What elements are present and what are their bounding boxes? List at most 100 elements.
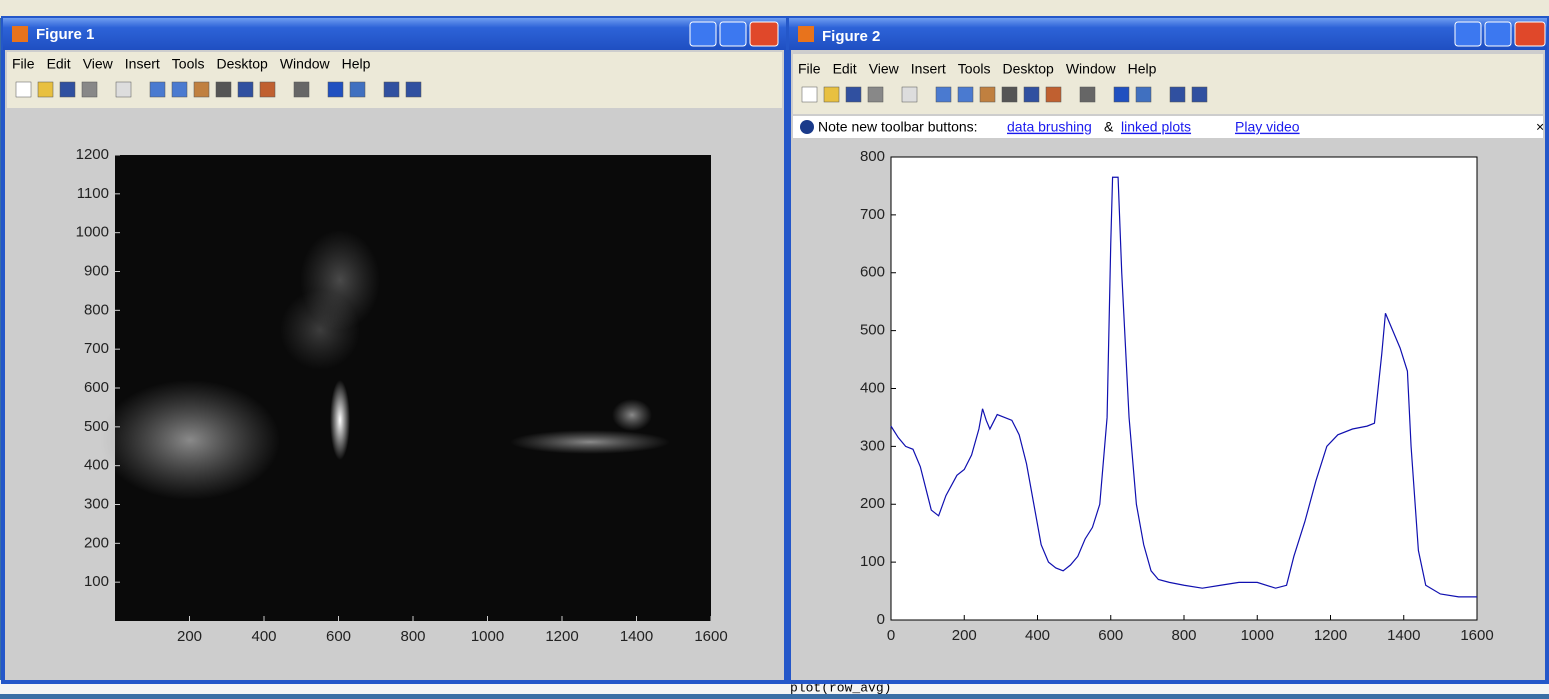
- toolbar-button[interactable]: [823, 86, 840, 103]
- toolbar-button[interactable]: [149, 81, 166, 98]
- menu-item[interactable]: View: [869, 61, 900, 77]
- toolbar-button[interactable]: [327, 81, 344, 98]
- y-tick-label: 0: [877, 611, 885, 628]
- toolbar-button[interactable]: [237, 81, 254, 98]
- toolbar-button[interactable]: [1113, 86, 1130, 103]
- y-tick-label: 100: [84, 573, 109, 590]
- link[interactable]: linked plots: [1121, 119, 1191, 135]
- toolbar-button[interactable]: [171, 81, 188, 98]
- menu-item[interactable]: View: [83, 56, 114, 72]
- menu-item[interactable]: Window: [280, 56, 331, 72]
- x-tick-label: 0: [887, 627, 895, 644]
- minimize-button[interactable]: [1454, 21, 1482, 47]
- app-icon: [12, 26, 28, 42]
- desktop-strip: [0, 0, 1549, 18]
- toolbar-button[interactable]: [979, 86, 996, 103]
- toolbar-button[interactable]: [901, 86, 918, 103]
- y-tick-label: 900: [84, 262, 109, 279]
- y-tick-label: 400: [860, 379, 885, 396]
- note-bar: [793, 116, 1543, 138]
- note-close[interactable]: ×: [1536, 119, 1544, 135]
- menu-item[interactable]: Tools: [958, 61, 991, 77]
- toolbar-button[interactable]: [215, 81, 232, 98]
- menu-item[interactable]: Desktop: [1002, 61, 1054, 77]
- y-tick-label: 200: [860, 495, 885, 512]
- toolbar-button[interactable]: [293, 81, 310, 98]
- maximize-button[interactable]: [719, 21, 747, 47]
- info-icon: [800, 120, 814, 134]
- toolbar-button[interactable]: [81, 81, 98, 98]
- x-tick-label: 1400: [620, 628, 653, 645]
- toolbar-button[interactable]: [383, 81, 400, 98]
- y-tick-label: 1200: [76, 146, 109, 163]
- toolbar-button[interactable]: [1135, 86, 1152, 103]
- toolbar-button[interactable]: [845, 86, 862, 103]
- menu-item[interactable]: File: [12, 56, 35, 72]
- toolbar-button[interactable]: [349, 81, 366, 98]
- y-tick-label: 100: [860, 553, 885, 570]
- data-line: [890, 176, 1477, 598]
- menu-item[interactable]: Edit: [47, 56, 71, 72]
- image-blob: [612, 399, 652, 431]
- y-tick-label: 500: [860, 322, 885, 339]
- toolbar-button[interactable]: [867, 86, 884, 103]
- minimize-button[interactable]: [689, 21, 717, 47]
- toolbar-button[interactable]: [405, 81, 422, 98]
- plot-area: [890, 156, 1478, 621]
- y-tick-label: 700: [84, 340, 109, 357]
- x-tick-label: 1000: [1241, 627, 1274, 644]
- note-text: Note new toolbar buttons:: [818, 119, 978, 135]
- link[interactable]: data brushing: [1007, 119, 1092, 135]
- toolbar-button[interactable]: [1023, 86, 1040, 103]
- menu-item[interactable]: Help: [1128, 61, 1157, 77]
- toolbar-button[interactable]: [957, 86, 974, 103]
- close-button[interactable]: [1514, 21, 1546, 47]
- toolbar-button[interactable]: [59, 81, 76, 98]
- toolbar-button[interactable]: [37, 81, 54, 98]
- x-tick-label: 200: [952, 627, 977, 644]
- x-tick-label: 1600: [694, 628, 727, 645]
- menu-item[interactable]: Edit: [833, 61, 857, 77]
- y-tick-label: 1100: [77, 185, 109, 202]
- y-tick-label: 800: [860, 148, 885, 165]
- menu-item[interactable]: Insert: [125, 56, 160, 72]
- toolbar-button[interactable]: [935, 86, 952, 103]
- toolbar-button[interactable]: [15, 81, 32, 98]
- toolbar-button[interactable]: [193, 81, 210, 98]
- y-tick-label: 600: [860, 264, 885, 281]
- toolbar-button[interactable]: [259, 81, 276, 98]
- toolbar-button[interactable]: [801, 86, 818, 103]
- toolbar-button[interactable]: [1191, 86, 1208, 103]
- x-tick-label: 800: [400, 628, 425, 645]
- toolbar-button[interactable]: [115, 81, 132, 98]
- menu-item[interactable]: Desktop: [216, 56, 268, 72]
- menu-item[interactable]: Tools: [172, 56, 205, 72]
- x-tick-label: 200: [177, 628, 202, 645]
- link[interactable]: Play video: [1235, 119, 1300, 135]
- maximize-button[interactable]: [1484, 21, 1512, 47]
- title-bar: [789, 18, 1547, 50]
- y-tick-label: 300: [84, 495, 109, 512]
- menu-item[interactable]: Insert: [911, 61, 946, 77]
- title-bar: [3, 18, 786, 50]
- figure-window: Figure 1 File Edit View Insert Tools Desktop W…: [1, 16, 788, 684]
- menu-item[interactable]: Help: [342, 56, 371, 72]
- image-blob: [100, 380, 280, 500]
- x-tick-label: 1000: [471, 628, 504, 645]
- y-tick-label: 400: [84, 457, 109, 474]
- x-tick-label: 1200: [1314, 627, 1347, 644]
- y-tick-label: 500: [84, 418, 109, 435]
- toolbar-button[interactable]: [1045, 86, 1062, 103]
- y-tick-label: 800: [84, 301, 109, 318]
- image-blob: [510, 430, 670, 454]
- toolbar-button[interactable]: [1169, 86, 1186, 103]
- x-tick-label: 600: [326, 628, 351, 645]
- toolbar-button[interactable]: [1001, 86, 1018, 103]
- close-button[interactable]: [749, 21, 779, 47]
- toolbar-button[interactable]: [1079, 86, 1096, 103]
- menu-item[interactable]: Window: [1066, 61, 1117, 77]
- y-tick-label: 700: [860, 206, 885, 223]
- menu-item[interactable]: File: [798, 61, 821, 77]
